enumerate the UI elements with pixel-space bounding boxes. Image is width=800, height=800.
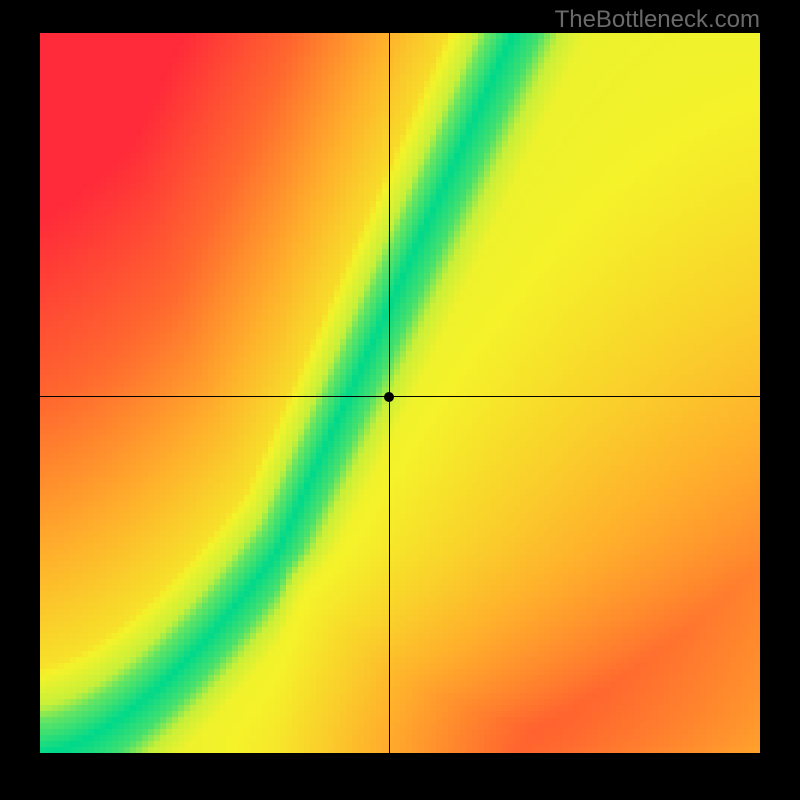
watermark-text: TheBottleneck.com (555, 6, 760, 34)
crosshair-horizontal (40, 396, 760, 397)
bottleneck-heatmap (40, 33, 760, 753)
crosshair-marker (384, 392, 394, 402)
